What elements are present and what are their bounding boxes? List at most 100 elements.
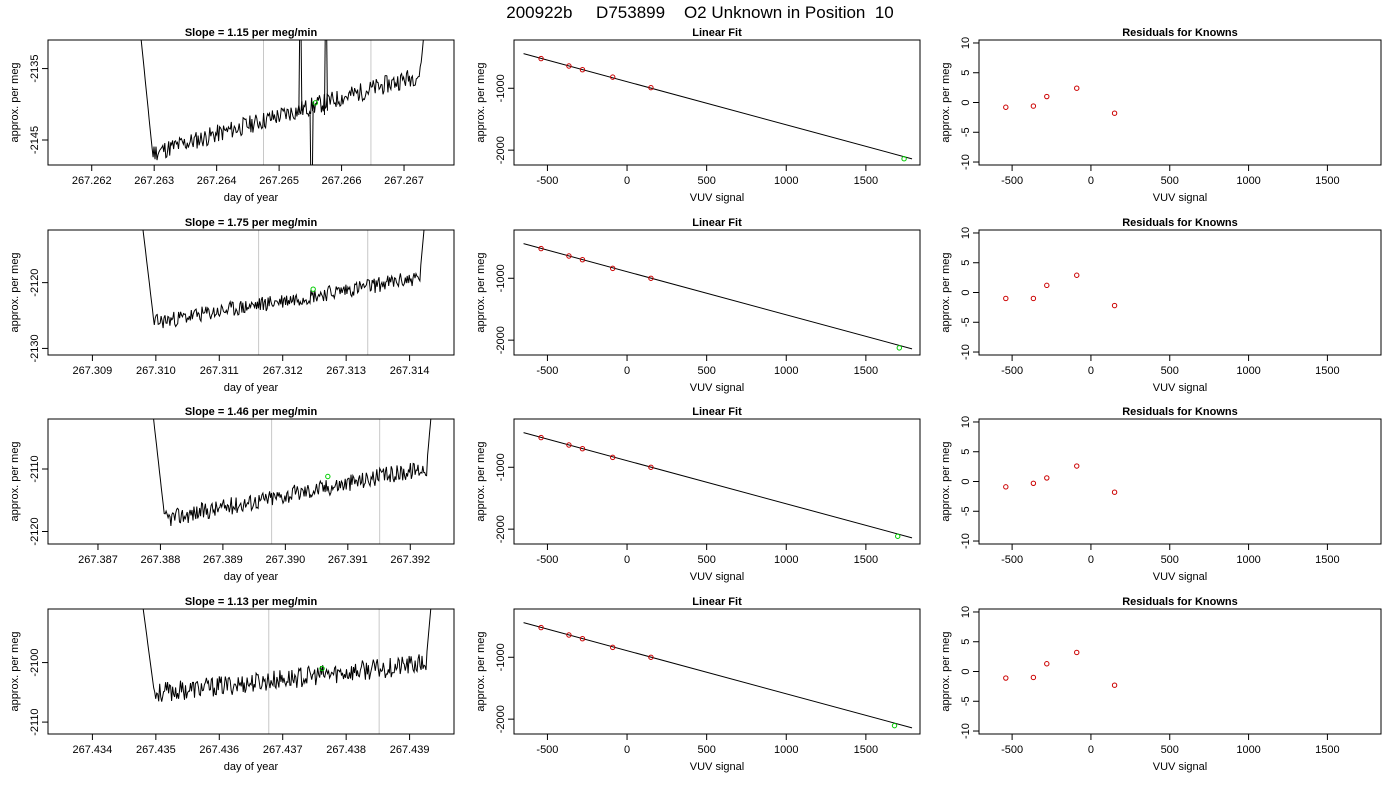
x-tick-label: -500 [1001, 554, 1023, 566]
x-axis-label: VUV signal [1153, 571, 1207, 583]
signal-spike [300, 40, 303, 111]
x-tick-label: 267.390 [265, 554, 305, 566]
x-tick-label: 267.387 [78, 554, 118, 566]
x-tick-label: 267.434 [73, 744, 113, 756]
plot-frame [47, 229, 455, 356]
y-tick-label: 5 [960, 449, 972, 455]
known-point [1030, 480, 1037, 486]
x-tick-label: 1000 [774, 744, 798, 756]
known-point [1044, 93, 1050, 100]
x-tick-label: -500 [536, 175, 558, 187]
chart-panel-1: Slope = 1.15 per meg/min 267.262 267.263 26… [9, 27, 455, 204]
known-point [1030, 103, 1037, 109]
y-tick-label: -2000 [495, 326, 507, 354]
y-tick-label: -5 [960, 317, 972, 327]
x-tick-label: 1000 [774, 365, 798, 377]
y-tick-label: -2000 [495, 515, 507, 543]
unknown-point [891, 722, 898, 729]
x-axis-label: day of year [224, 192, 279, 204]
chart-title: Linear Fit [692, 596, 742, 608]
y-tick-label: -2130 [29, 334, 41, 362]
known-point [579, 446, 586, 452]
y-tick-label: -10 [960, 533, 972, 549]
plot-data [1003, 649, 1118, 688]
known-point [610, 265, 616, 272]
known-point [648, 654, 654, 660]
x-tick-label: 1500 [854, 175, 878, 187]
known-point [648, 464, 654, 470]
x-tick-label: 0 [1088, 175, 1094, 187]
y-tick-label: 5 [960, 260, 972, 266]
x-tick-label: 0 [624, 365, 630, 377]
y-tick-label: -5 [960, 696, 972, 706]
known-point [538, 624, 544, 631]
x-tick-label: 1500 [1315, 175, 1339, 187]
chart-panel-10: Slope = 1.13 per meg/min 267.434 267.435 26… [9, 596, 455, 773]
y-tick-label: -1000 [495, 453, 507, 481]
known-point [1074, 272, 1080, 278]
known-point [566, 253, 572, 259]
known-point [648, 275, 654, 281]
known-point [538, 245, 544, 252]
y-tick-label: 10 [960, 37, 972, 49]
x-tick-label: 267.311 [200, 365, 239, 377]
y-tick-label: -2000 [495, 136, 507, 164]
figure-title: 200922b D753899 O2 Unknown in Position 1… [506, 3, 894, 22]
y-tick-label: 5 [960, 639, 972, 645]
x-axis-label: VUV signal [690, 382, 744, 394]
x-tick-label: 267.312 [263, 365, 303, 377]
known-point [1003, 104, 1009, 110]
known-point [538, 434, 544, 441]
y-tick-label: -2110 [29, 455, 41, 482]
chart-title: Residuals for Knowns [1122, 27, 1238, 39]
known-point [579, 636, 586, 642]
x-tick-label: 1500 [1315, 744, 1339, 756]
y-tick-label: 10 [960, 606, 972, 618]
signal-trace [140, 40, 424, 161]
x-axis-label: VUV signal [690, 761, 744, 773]
y-axis-label: approx. per meg [940, 441, 952, 521]
y-tick-label: -10 [960, 344, 972, 360]
plot-data [1003, 463, 1118, 495]
x-tick-label: 267.314 [390, 365, 430, 377]
x-tick-label: 1500 [1315, 554, 1339, 566]
chart-panel-3: Residuals for Knowns -500 0 500 1000 1500 -10 -… [940, 27, 1382, 204]
x-tick-label: 267.265 [259, 175, 299, 187]
y-axis-label: approx. per meg [475, 62, 487, 142]
chart-title: Slope = 1.46 per meg/min [185, 406, 318, 418]
y-tick-label: 0 [960, 668, 972, 674]
y-tick-label: -2145 [29, 126, 41, 154]
plot-frame [47, 608, 455, 735]
chart-title: Residuals for Knowns [1122, 217, 1238, 229]
x-tick-label: -500 [1001, 744, 1023, 756]
signal-trace [153, 419, 432, 527]
y-tick-label: 5 [960, 70, 972, 76]
y-axis-label: approx. per meg [9, 441, 21, 521]
x-tick-label: 500 [697, 365, 715, 377]
x-axis-label: day of year [224, 571, 279, 583]
x-tick-label: 267.313 [326, 365, 366, 377]
x-axis-label: day of year [224, 382, 279, 394]
unknown-marker [319, 665, 325, 672]
known-point [1003, 295, 1009, 302]
y-tick-label: -5 [960, 506, 972, 516]
plot-frame [513, 608, 921, 735]
signal-spike [298, 40, 301, 116]
plot-data [142, 609, 432, 734]
x-tick-label: 500 [1161, 175, 1179, 187]
plot-frame [978, 418, 1382, 545]
x-tick-label: 1500 [854, 554, 878, 566]
x-tick-label: 1000 [1236, 365, 1260, 377]
known-point [610, 74, 616, 80]
plot-data [523, 53, 913, 162]
x-tick-label: -500 [1001, 175, 1023, 187]
x-tick-label: 1500 [1315, 365, 1339, 377]
known-point [1044, 475, 1050, 481]
known-point [579, 257, 586, 263]
x-tick-label: 267.267 [384, 175, 424, 187]
fit-line [523, 53, 913, 160]
known-point [1074, 463, 1080, 469]
y-tick-label: 0 [960, 289, 972, 295]
y-tick-label: -10 [960, 723, 972, 739]
